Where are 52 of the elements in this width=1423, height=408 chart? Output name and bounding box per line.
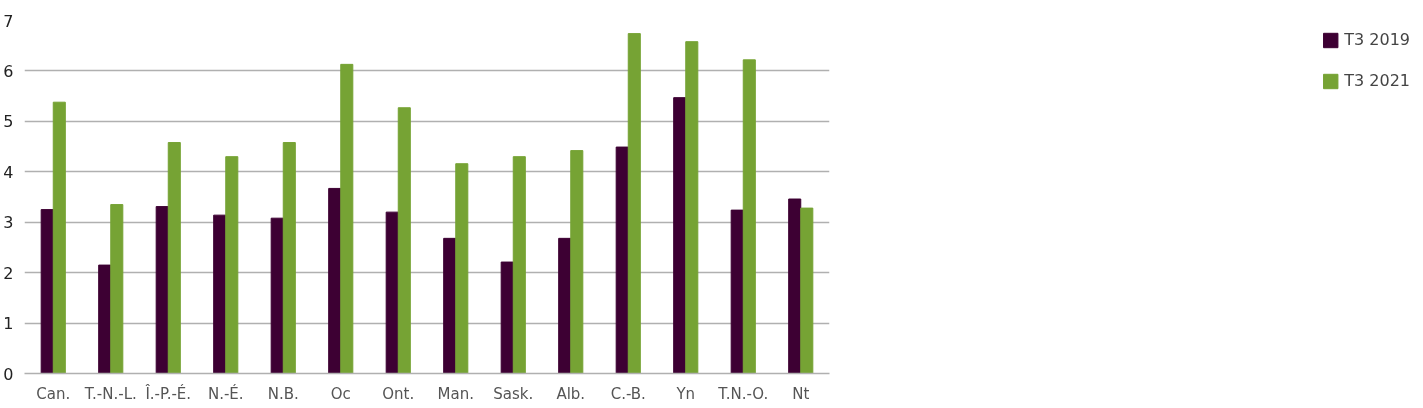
bar: [328, 187, 342, 374]
bar: [110, 204, 124, 374]
bar: [730, 209, 744, 374]
y-tick-label: 4: [3, 162, 14, 182]
bar: [800, 207, 814, 374]
x-tick-label: Man.: [437, 384, 474, 403]
bar: [282, 142, 296, 374]
bar: [558, 237, 572, 374]
y-tick-label: 6: [3, 61, 14, 81]
bar: [615, 146, 629, 374]
bar: [270, 217, 284, 374]
x-tick-label: N.B.: [267, 384, 299, 403]
y-tick-label: 1: [3, 314, 14, 334]
x-tick-label: Yn: [675, 384, 696, 403]
x-tick-label: N.-É.: [207, 383, 244, 403]
y-tick-label: 0: [3, 364, 14, 384]
legend-label: T3 2021: [1344, 71, 1410, 90]
x-tick-label: Oc: [330, 384, 351, 403]
y-tick-label: 5: [3, 112, 14, 132]
x-tick-label: Î.-P.-É.: [144, 383, 192, 403]
bar: [455, 163, 469, 374]
bar: [52, 101, 66, 374]
bar: [40, 209, 54, 374]
x-tick-label: Can.: [36, 384, 71, 403]
bar: [685, 41, 699, 374]
x-tick-label: Nt: [792, 384, 810, 403]
x-tick-label: Sask.: [493, 384, 534, 403]
bar: [385, 211, 399, 374]
bar: [225, 156, 239, 374]
y-tick-label: 7: [3, 11, 14, 31]
legend-label: T3 2019: [1344, 30, 1410, 49]
bar: [155, 206, 169, 374]
x-tick-label: T.N.-O.: [717, 384, 769, 403]
bar: [500, 261, 514, 374]
bar: [98, 264, 112, 374]
y-tick-label: 2: [3, 263, 14, 283]
x-tick-label: T.-N.-L.: [83, 384, 137, 403]
bar: [340, 63, 354, 374]
bar: [742, 59, 756, 374]
bar: [673, 97, 687, 374]
x-tick-label: C.-B.: [610, 384, 646, 403]
bar: [443, 237, 457, 374]
bar: [397, 107, 411, 374]
bar: [213, 214, 227, 374]
bar: [788, 198, 802, 374]
bar: [570, 150, 584, 374]
bar: [167, 142, 181, 374]
y-tick-label: 3: [3, 213, 14, 233]
x-tick-label: Alb.: [556, 384, 586, 403]
bar: [512, 156, 526, 374]
bar: [627, 33, 641, 374]
x-tick-label: Ont.: [382, 384, 415, 403]
